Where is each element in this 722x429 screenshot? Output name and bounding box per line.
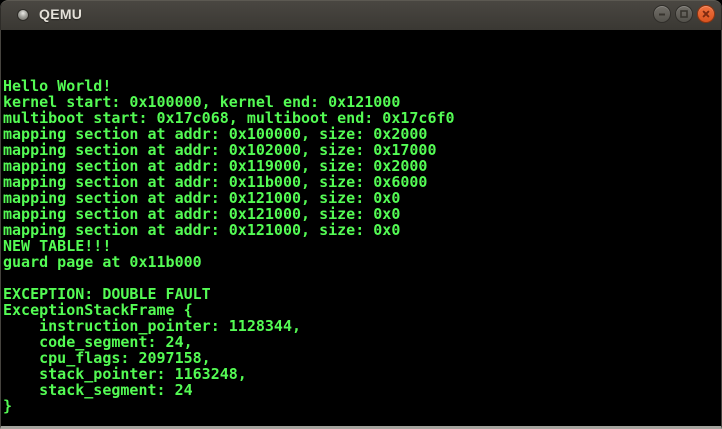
window-title: QEMU [39, 6, 83, 22]
close-button[interactable] [697, 5, 715, 23]
maximize-button[interactable] [675, 5, 693, 23]
minimize-icon [657, 9, 667, 19]
vga-display[interactable]: Hello World! kernel start: 0x100000, ker… [0, 30, 722, 429]
minimize-button[interactable] [653, 5, 671, 23]
titlebar[interactable]: QEMU [0, 0, 722, 30]
close-icon [701, 9, 711, 19]
window-controls [653, 5, 715, 23]
console-output: Hello World! kernel start: 0x100000, ker… [3, 77, 455, 415]
window-icon [18, 10, 28, 20]
maximize-icon [679, 9, 689, 19]
